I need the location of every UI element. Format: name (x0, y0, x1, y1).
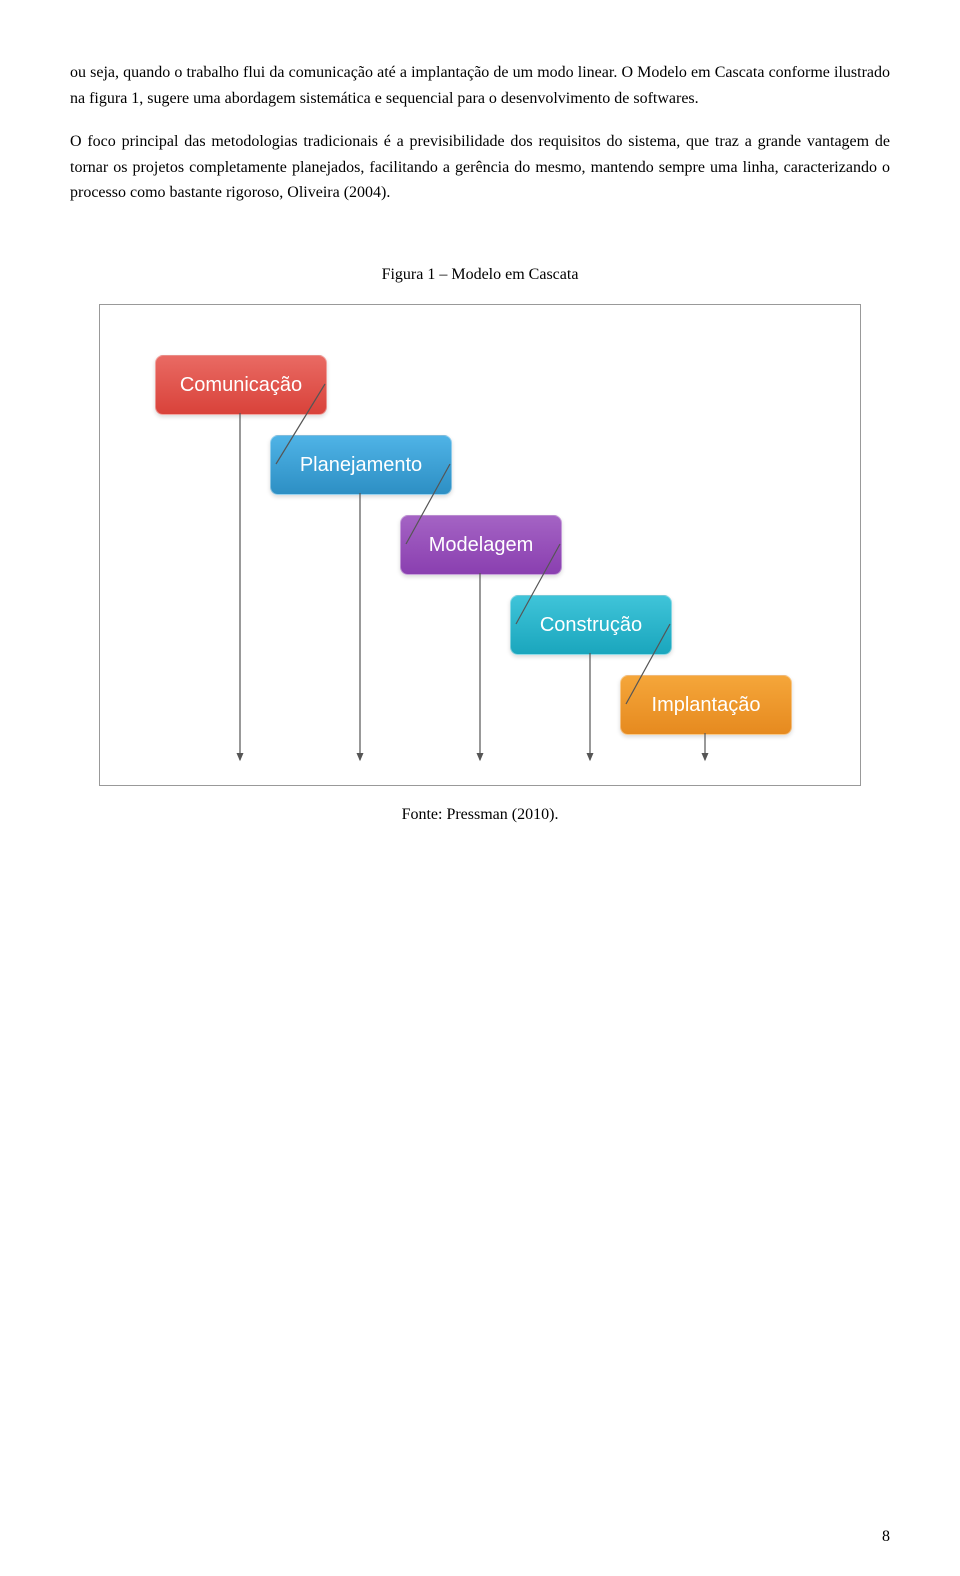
paragraph-1: ou seja, quando o trabalho flui da comun… (70, 60, 890, 111)
waterfall-diagram: Comunicação Planejamento Modelagem Construç… (99, 304, 861, 786)
stage-comunicação: Comunicação (155, 355, 327, 415)
stage-construção: Construção (510, 595, 672, 655)
stage-planejamento: Planejamento (270, 435, 452, 495)
figure-caption: Figura 1 – Modelo em Cascata (70, 266, 890, 284)
paragraph-2: O foco principal das metodologias tradic… (70, 129, 890, 206)
page-number: 8 (882, 1528, 890, 1546)
stage-implantação: Implantação (620, 675, 792, 735)
figure-source: Fonte: Pressman (2010). (70, 806, 890, 824)
stage-modelagem: Modelagem (400, 515, 562, 575)
